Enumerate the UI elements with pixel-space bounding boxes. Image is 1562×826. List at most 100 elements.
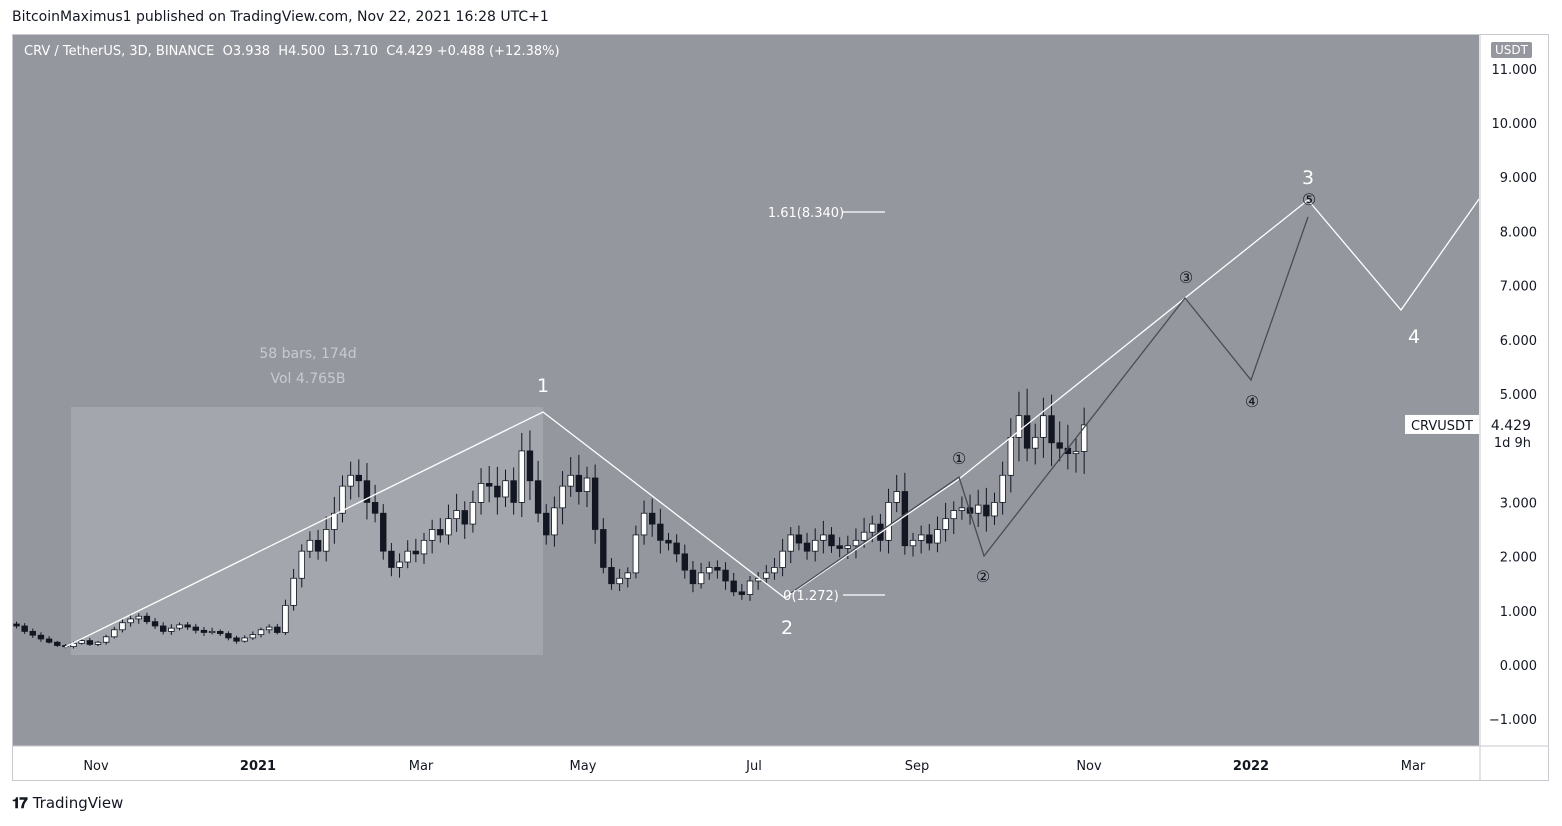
candle[interactable] [151, 617, 159, 629]
candle[interactable] [412, 538, 420, 563]
candle[interactable] [1040, 397, 1047, 458]
candle[interactable] [714, 560, 721, 579]
candle[interactable] [771, 558, 778, 580]
candle[interactable] [600, 518, 607, 574]
candle[interactable] [926, 523, 933, 551]
candle[interactable] [102, 634, 110, 645]
candle[interactable] [591, 464, 599, 544]
candle[interactable] [184, 622, 191, 630]
candle[interactable] [706, 561, 713, 580]
candle[interactable] [730, 572, 737, 597]
candle[interactable] [673, 534, 680, 563]
candle[interactable] [958, 496, 966, 520]
candle[interactable] [1080, 407, 1088, 474]
candle[interactable] [567, 457, 574, 497]
candle[interactable] [363, 463, 371, 520]
candle[interactable] [13, 621, 20, 629]
candle[interactable] [502, 469, 509, 508]
candle[interactable] [795, 525, 803, 551]
candle[interactable] [575, 454, 583, 505]
candle[interactable] [820, 520, 827, 554]
candle[interactable] [1056, 421, 1063, 462]
candle[interactable] [86, 637, 94, 646]
candle[interactable] [787, 527, 794, 564]
candle[interactable] [249, 631, 257, 640]
candle[interactable] [836, 537, 843, 558]
candle[interactable] [885, 488, 892, 554]
candle[interactable] [526, 430, 534, 501]
candle[interactable] [371, 484, 379, 523]
candle[interactable] [241, 635, 248, 643]
candle[interactable] [893, 474, 900, 513]
candle[interactable] [135, 613, 142, 624]
candle[interactable] [1072, 438, 1080, 473]
candle[interactable] [485, 465, 493, 503]
candle[interactable] [306, 531, 314, 559]
candle[interactable] [217, 629, 224, 636]
candle[interactable] [45, 636, 53, 644]
candle[interactable] [909, 532, 917, 557]
candle[interactable] [689, 561, 697, 593]
candle[interactable] [404, 540, 411, 569]
candle[interactable] [29, 628, 36, 638]
primary-wave-line[interactable] [64, 198, 1480, 648]
candle[interactable] [624, 567, 631, 588]
candle[interactable] [94, 640, 102, 647]
candle[interactable] [347, 461, 354, 500]
candle[interactable] [388, 542, 395, 577]
candle[interactable] [168, 624, 175, 635]
candle[interactable] [445, 504, 452, 545]
chart-panel[interactable]: 58 bars, 174d Vol 4.765B 1.61(8.340) 0(1.2… [12, 34, 1549, 781]
candle[interactable] [477, 468, 485, 515]
candle[interactable] [111, 626, 118, 639]
candle[interactable] [208, 627, 216, 635]
candle[interactable] [738, 583, 746, 600]
candle[interactable] [518, 432, 525, 518]
candle[interactable] [534, 460, 542, 523]
candle[interactable] [991, 492, 998, 525]
candle[interactable] [917, 525, 925, 554]
candle[interactable] [1032, 423, 1039, 465]
time-axis[interactable] [13, 746, 1548, 780]
candle[interactable] [265, 624, 273, 634]
candle[interactable] [420, 532, 428, 564]
sub-wave-line[interactable] [790, 216, 1309, 594]
candle[interactable] [37, 632, 45, 642]
candle[interactable] [1048, 394, 1055, 467]
candle[interactable] [681, 544, 688, 579]
candle[interactable] [852, 528, 860, 559]
candle[interactable] [298, 544, 305, 588]
candle[interactable] [290, 568, 297, 611]
candle[interactable] [543, 504, 550, 545]
candle[interactable] [21, 623, 28, 634]
candle[interactable] [551, 496, 558, 547]
candle[interactable] [657, 508, 664, 554]
candle[interactable] [632, 525, 640, 579]
candle[interactable] [665, 532, 672, 551]
candle[interactable] [779, 538, 786, 577]
candle[interactable] [469, 490, 477, 533]
candle[interactable] [697, 562, 705, 589]
candle[interactable] [339, 475, 346, 523]
candle[interactable] [608, 558, 615, 590]
candle[interactable] [983, 487, 990, 532]
candle[interactable] [1015, 391, 1023, 462]
candle[interactable] [257, 627, 265, 638]
candlestick-chart[interactable]: 58 bars, 174d Vol 4.765B 1.61(8.340) 0(1.2… [13, 35, 1548, 780]
candle[interactable] [934, 516, 941, 553]
candle[interactable] [999, 461, 1006, 515]
candle[interactable] [331, 496, 338, 544]
candle[interactable] [950, 501, 957, 535]
candle[interactable] [616, 568, 623, 592]
candle[interactable] [355, 459, 362, 498]
price-axis[interactable] [1480, 35, 1548, 780]
candle[interactable] [494, 466, 501, 515]
candle[interactable] [746, 575, 754, 601]
candle[interactable] [942, 502, 949, 542]
candle[interactable] [225, 631, 232, 641]
candle[interactable] [274, 623, 281, 635]
candle[interactable] [722, 562, 729, 590]
candle[interactable] [437, 518, 444, 543]
candle[interactable] [314, 529, 322, 560]
candle[interactable] [975, 489, 982, 527]
